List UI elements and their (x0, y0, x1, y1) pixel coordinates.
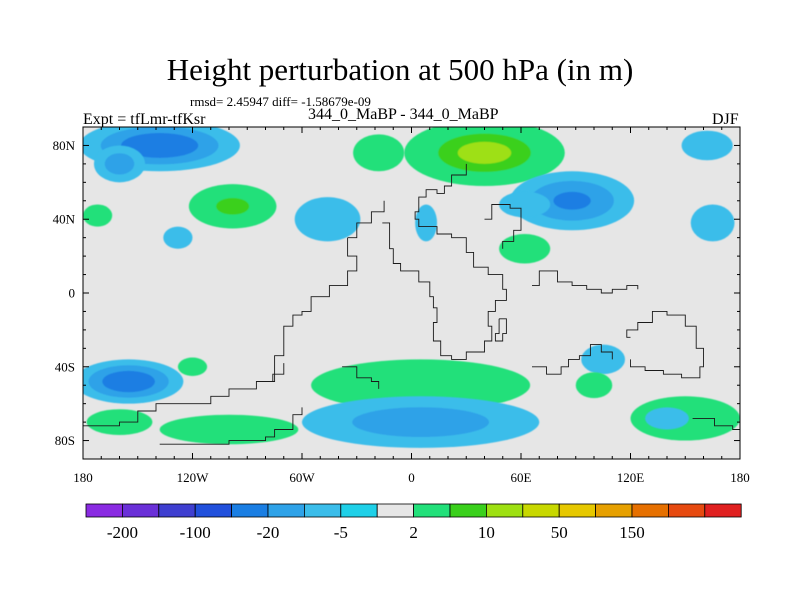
colorbar-box-0 (85, 503, 123, 518)
y-tick-label: 40N (53, 212, 76, 227)
x-tick-label: 60W (289, 470, 315, 485)
anomaly-positive-21 (575, 372, 613, 399)
y-tick-label: 80N (53, 138, 76, 153)
anomaly-negative-9 (510, 171, 635, 231)
anomaly-negative-17 (302, 396, 540, 448)
x-tick-label: 120W (177, 470, 210, 485)
colorbar-box-5 (267, 503, 305, 518)
coastline-1 (83, 237, 358, 427)
anomaly-positive-16 (311, 359, 531, 412)
colorbar-label: -20 (257, 523, 280, 542)
colorbar-box-13 (558, 503, 597, 518)
colorbar-label: -200 (107, 523, 138, 542)
colorbar-box-11 (485, 503, 524, 518)
experiment-label: Expt = tfLmr-tfKsr (83, 111, 206, 128)
coastline-8 (692, 417, 740, 434)
colorbar-label: 10 (478, 523, 495, 542)
colorbar-label: 150 (619, 523, 645, 542)
x-tick-label: 180 (730, 470, 750, 485)
colorbar-label: 50 (551, 523, 568, 542)
stats-label: rmsd= 2.45947 diff= -1.58679e-09 (190, 94, 371, 109)
x-tick-label: 120E (617, 470, 645, 485)
colorbar-box-1 (122, 503, 160, 518)
anomaly-negative-14 (83, 359, 184, 404)
anomaly-negative-11 (681, 130, 733, 161)
anomaly-negative-1 (93, 145, 146, 183)
colorbar-label: 2 (409, 523, 418, 542)
colorbar-box-12 (522, 503, 560, 518)
colorbar-box-10 (449, 503, 487, 518)
colorbar-label: -5 (334, 523, 348, 542)
season-label: DJF (712, 111, 739, 128)
x-tick-label: 0 (408, 470, 415, 485)
colorbar-label: -100 (180, 523, 211, 542)
y-tick-label: 0 (69, 286, 76, 301)
colorbar-box-8 (376, 503, 415, 518)
coastline-6 (532, 344, 613, 375)
anomaly-negative-20 (581, 344, 626, 375)
colorbar-box-9 (413, 503, 451, 518)
y-tick-label: 80S (55, 433, 75, 448)
anomaly-positive-7 (404, 127, 565, 187)
anomaly-negative-4 (163, 226, 193, 249)
coastline-11 (342, 366, 380, 389)
anomaly-negative-5 (294, 197, 361, 242)
x-tick-label: 180 (73, 470, 93, 485)
coastline-2 (347, 200, 385, 239)
coastline-4 (484, 204, 522, 249)
colorbar-box-14 (595, 503, 633, 518)
anomaly-positive-19 (159, 414, 299, 445)
anomaly-negative-8 (415, 204, 438, 242)
colorbar-box-16 (668, 503, 706, 518)
colorbar-box-15 (631, 503, 669, 518)
coastline-9 (532, 270, 639, 294)
chart-title: Height perturbation at 500 hPa (in m) (166, 52, 634, 87)
anomaly-negative-12 (690, 204, 735, 242)
y-tick-label: 40S (55, 359, 75, 374)
colorbar-box-6 (303, 503, 342, 518)
anomaly-positive-15 (177, 357, 208, 376)
anomaly-positive-2 (188, 184, 277, 229)
coastline-5 (494, 318, 507, 342)
coastline-0 (159, 407, 303, 445)
colorbar-box-4 (231, 503, 269, 518)
colorbar-box-17 (704, 503, 742, 518)
anomaly-positive-13 (499, 233, 551, 264)
anomaly-positive-6 (353, 134, 405, 172)
case-label: 344_0_MaBP - 344_0_MaBP (308, 106, 499, 123)
x-tick-label: 60E (511, 470, 532, 485)
colorbar-box-3 (194, 503, 232, 518)
anomaly-negative-23 (645, 407, 689, 430)
coastline-3 (382, 163, 507, 360)
coastline-7 (626, 310, 704, 379)
anomaly-negative-10 (499, 191, 551, 218)
colorbar-box-2 (158, 503, 196, 518)
colorbar-box-7 (340, 503, 378, 518)
coastline-10 (265, 363, 285, 382)
anomaly-positive-3 (83, 204, 113, 227)
